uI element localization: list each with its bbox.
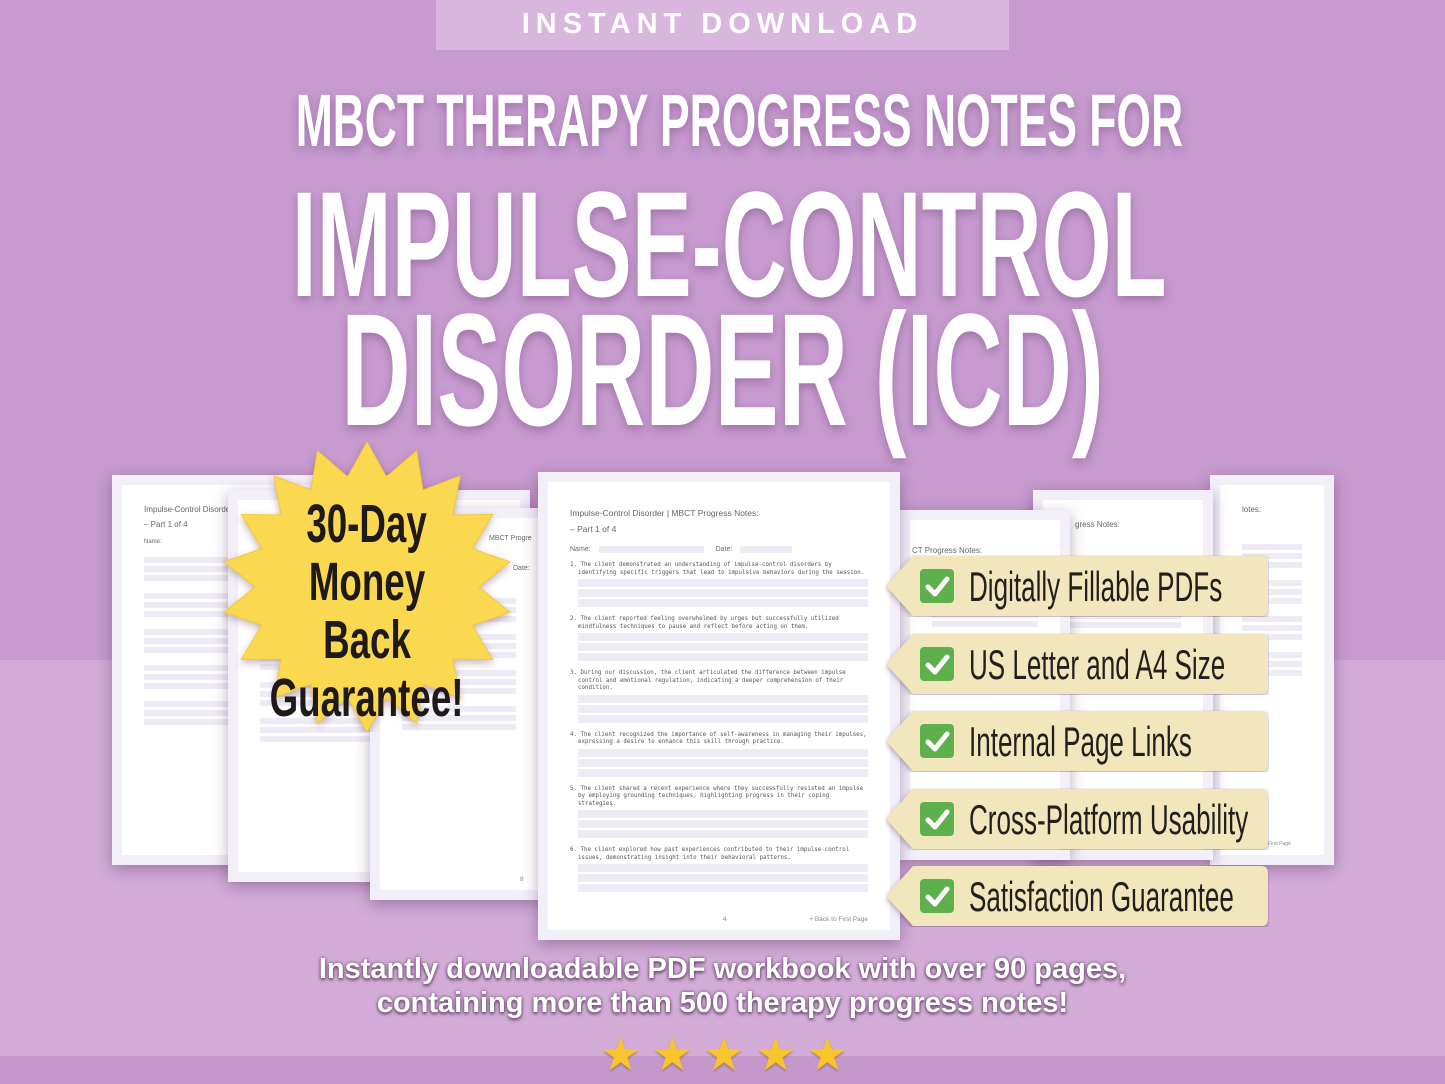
page-header: Impulse-Control Disorde <box>144 505 231 514</box>
feature-label: Internal Page Links <box>969 718 1192 765</box>
name-label: Name: <box>570 546 591 553</box>
page-header: gress Notes: <box>1075 520 1120 529</box>
page-header: lotes: <box>1242 505 1262 514</box>
second-page-header: MBCT Progre <box>488 535 533 542</box>
name-field[interactable] <box>598 546 704 553</box>
note-input-line[interactable] <box>578 884 868 892</box>
feature-tag: US Letter and A4 Size <box>885 633 1269 695</box>
note-input-line[interactable] <box>578 768 868 777</box>
feature-tag: Cross-Platform Usability <box>885 788 1269 850</box>
page-part: – Part 1 of 4 <box>570 524 617 534</box>
bottom-description: Instantly downloadable PDF workbook with… <box>318 953 1127 1019</box>
note-text: 4. The client recognized the importance … <box>570 731 867 746</box>
note-input-line[interactable] <box>578 633 868 641</box>
star-icon: ★ <box>806 1028 848 1080</box>
feature-tag: Satisfaction Guarantee <box>885 865 1269 927</box>
back-link: Back to First Page <box>1250 841 1291 847</box>
feature-label: US Letter and A4 Size <box>969 640 1226 688</box>
note-input-line[interactable] <box>578 748 868 757</box>
date-field[interactable] <box>740 546 793 553</box>
progress-note: 1. The client demonstrated an understand… <box>570 562 868 607</box>
star-icon: ★ <box>600 1028 642 1080</box>
feature-label: Satisfaction Guarantee <box>969 873 1234 920</box>
note-input-line[interactable] <box>578 579 868 587</box>
checkmark-icon <box>920 801 954 836</box>
feature-label: Digitally Fillable PDFs <box>969 563 1223 610</box>
note-text: 5. The client shared a recent experience… <box>570 785 864 807</box>
note-text: 2. The client reported feeling overwhelm… <box>570 616 839 630</box>
instant-download-banner: INSTANT DOWNLOAD <box>436 0 1009 50</box>
note-input-line[interactable] <box>578 599 868 607</box>
note-input-line[interactable] <box>578 820 868 828</box>
note-input-line[interactable] <box>578 810 868 818</box>
note-input-line[interactable] <box>578 653 868 661</box>
page-number: 4 <box>723 916 727 923</box>
note-input-line[interactable] <box>578 643 868 651</box>
star-icon: ★ <box>755 1028 797 1080</box>
progress-note: 4. The client recognized the importance … <box>570 732 868 777</box>
tag-shape <box>886 788 1268 849</box>
note-input-line[interactable] <box>578 589 868 597</box>
note-input-line[interactable] <box>578 694 868 703</box>
star-icon: ★ <box>651 1028 693 1080</box>
note-input-line[interactable] <box>578 704 868 713</box>
feature-label: Cross-Platform Usability <box>969 795 1249 843</box>
note-text: 1. The client demonstrated an understand… <box>570 562 865 576</box>
tag-shape <box>886 556 1268 616</box>
checkmark-icon <box>920 646 954 681</box>
progress-note: 3. During our discussion, the client art… <box>570 670 868 723</box>
title-line-3: DISORDER (ICD) <box>341 280 1104 459</box>
name-label: Name: <box>144 539 162 545</box>
checkmark-icon <box>920 569 954 603</box>
title-line-1: MBCT THERAPY PROGRESS NOTES FOR <box>295 79 1184 162</box>
starburst-badge <box>223 442 511 732</box>
progress-note: 6. The client explored how past experien… <box>570 847 868 892</box>
star-icon: ★ <box>703 1028 745 1080</box>
title-line-2: IMPULSE-CONTROL <box>291 160 1167 328</box>
note-text: 3. During our discussion, the client art… <box>570 670 846 691</box>
page-number: 8 <box>520 876 524 883</box>
back-to-first-page-link[interactable]: + Back to First Page <box>809 916 868 923</box>
progress-note: 5. The client shared a recent experience… <box>570 785 868 838</box>
note-input-line[interactable] <box>578 714 868 723</box>
page-header: Impulse-Control Disorder | MBCT Progress… <box>570 508 759 518</box>
progress-note: 2. The client reported feeling overwhelm… <box>570 616 868 661</box>
note-input-line[interactable] <box>578 874 868 882</box>
checkmark-icon <box>920 724 954 758</box>
page-part: – Part 1 of 4 <box>144 520 188 529</box>
money-back-guarantee-text: 30-Day Money Back Guarantee! <box>270 494 464 728</box>
date-label: Date: <box>715 546 733 553</box>
note-text: 6. The client explored how past experien… <box>570 847 850 861</box>
page-header: CT Progress Notes: <box>912 546 983 555</box>
note-input-line[interactable] <box>578 758 868 767</box>
tag-shape <box>886 633 1268 694</box>
checkmark-icon <box>920 879 954 913</box>
star-rating: ★ ★ ★ ★ ★ <box>600 1028 848 1080</box>
preview-page-center: Impulse-Control Disorder | MBCT Progress… <box>538 472 900 940</box>
note-input-line[interactable] <box>578 830 868 838</box>
note-input-line[interactable] <box>578 864 868 872</box>
feature-tag: Internal Page Links <box>885 710 1269 772</box>
tag-shape <box>886 866 1268 926</box>
tag-shape <box>886 711 1268 771</box>
second-page-date-label: Date: <box>512 565 531 572</box>
background-band-bottom <box>0 1056 1445 1084</box>
feature-tag: Digitally Fillable PDFs <box>885 555 1269 617</box>
